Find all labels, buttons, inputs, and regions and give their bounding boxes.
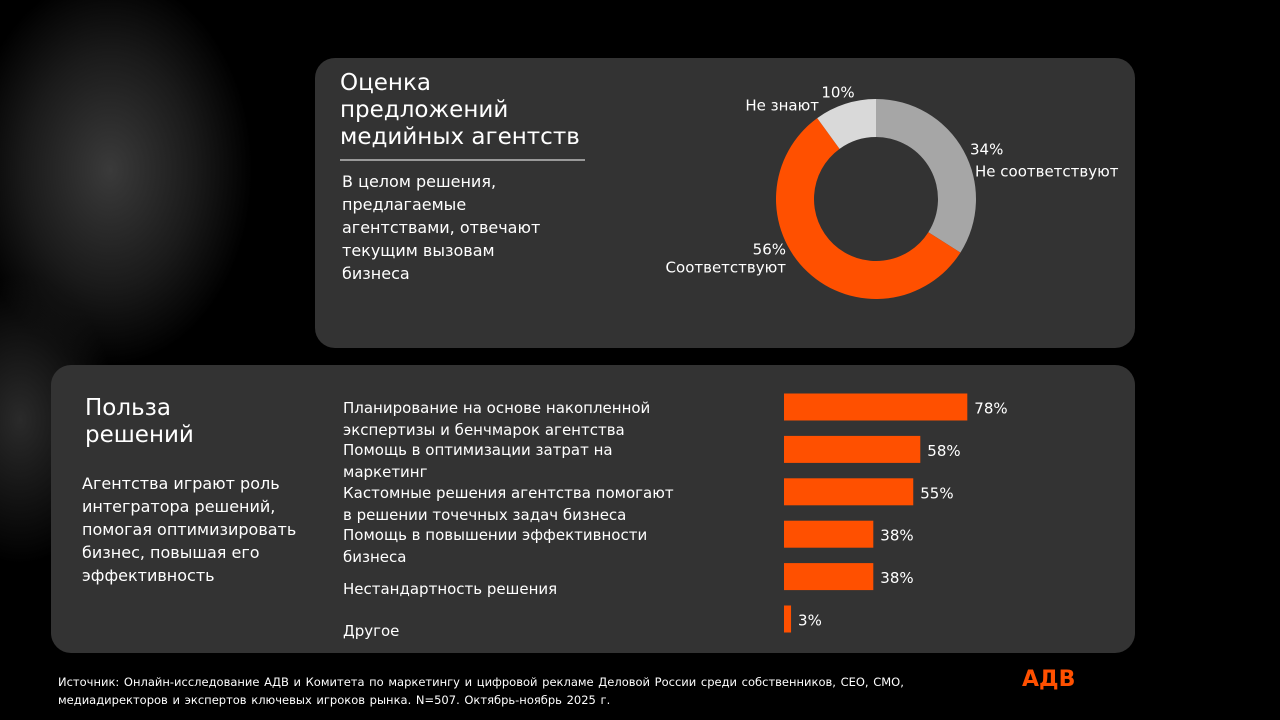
data-label: 10%: [821, 84, 854, 102]
chart-title: Оценка предложений медийных агентств: [340, 70, 580, 150]
legend-label: Не знают: [745, 97, 819, 115]
source-note: Источник: Онлайн-исследование АДВ и Коми…: [58, 675, 904, 707]
chart-title: Польза решений: [85, 395, 194, 448]
donut-slice: [876, 99, 976, 253]
category-label: Планирование на основе накопленной экспе…: [343, 399, 651, 439]
category-label: Кастомные решения агентства помогают в р…: [343, 483, 674, 524]
data-label: 56%: [753, 241, 786, 259]
logo: АДВ: [1022, 667, 1076, 692]
subtitle: В целом решения, предлагаемые агентствам…: [342, 172, 541, 283]
category-label: Помощь в оптимизации затрат на маркетинг: [343, 441, 613, 482]
bar: [784, 520, 874, 548]
data-label: 38%: [880, 569, 913, 587]
bar: [784, 563, 874, 591]
legend-label: Не соответствуют: [975, 163, 1119, 181]
bar: [784, 605, 792, 633]
data-label: 3%: [798, 612, 822, 630]
data-label: 34%: [970, 141, 1003, 159]
donut-slice: [776, 118, 961, 299]
data-label: 38%: [880, 527, 913, 545]
data-label: 78%: [974, 400, 1007, 418]
category-label: Нестандартность решения: [343, 579, 558, 598]
bar: [784, 393, 968, 421]
category-label: Помощь в повышении эффективности бизнеса: [343, 526, 648, 567]
donut-slice: [817, 99, 876, 149]
category-label: Другое: [343, 622, 400, 640]
data-label: 58%: [927, 442, 960, 460]
subtitle: Агентства играют роль интегратора решени…: [82, 474, 297, 585]
bar: [784, 435, 921, 463]
data-label: 55%: [920, 484, 953, 502]
bar: [784, 478, 914, 506]
legend-label: Соответствуют: [666, 259, 787, 277]
